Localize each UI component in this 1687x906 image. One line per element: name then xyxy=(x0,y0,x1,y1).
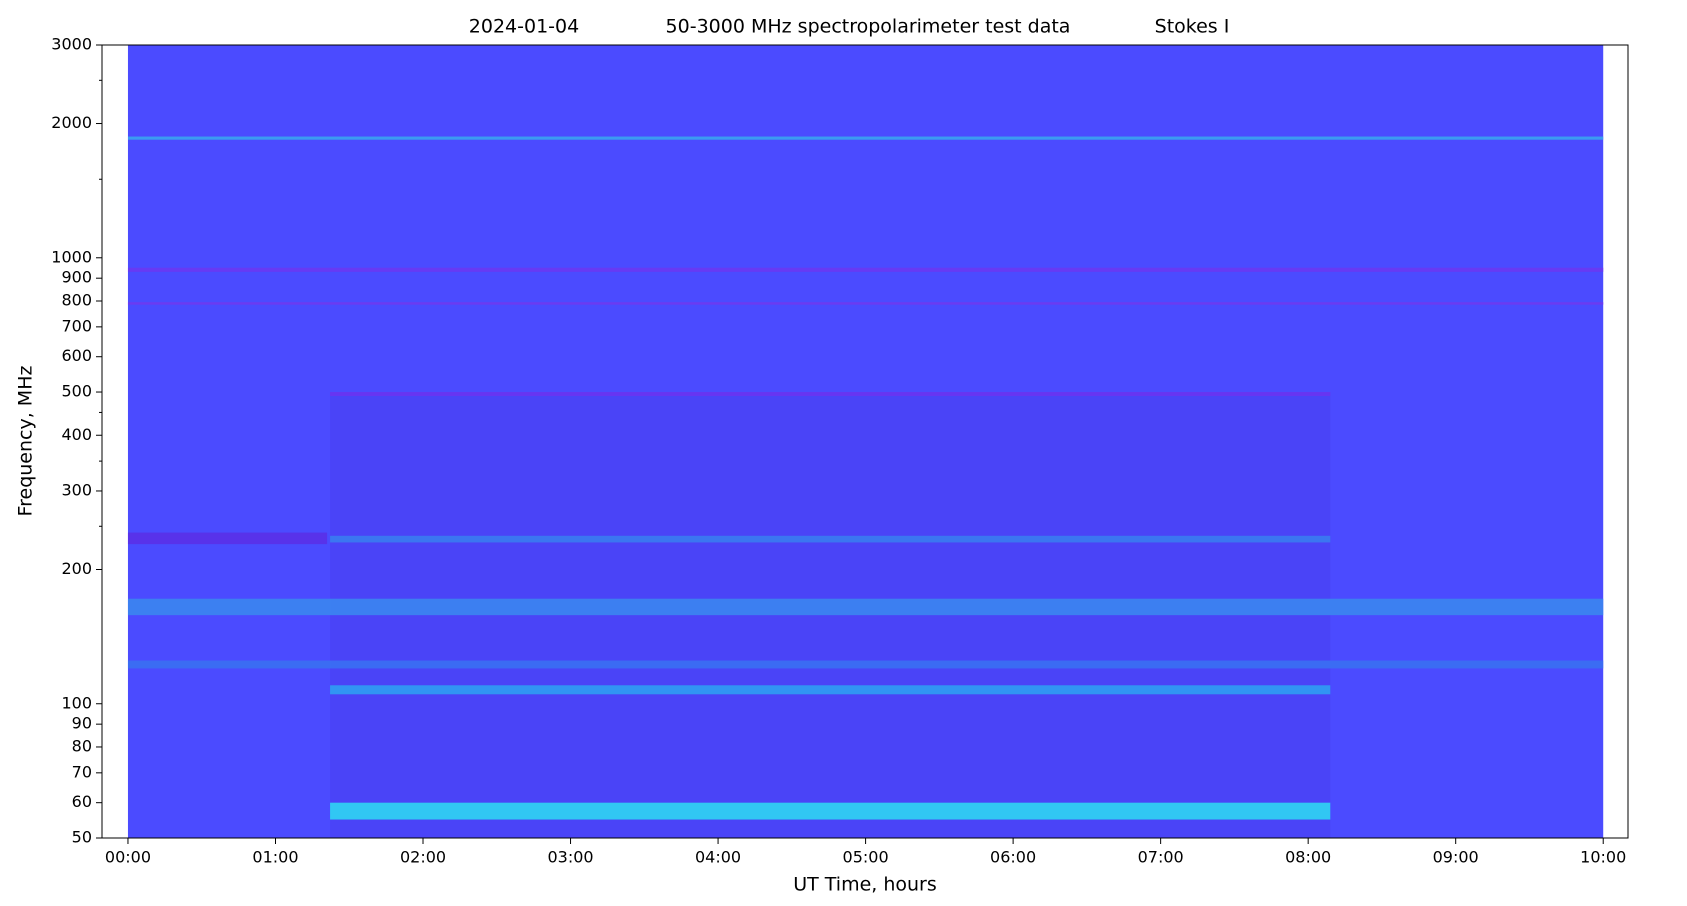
y-axis-title: Frequency, MHz xyxy=(15,366,37,517)
y-tick-label: 500 xyxy=(61,382,92,401)
x-tick-label: 01:00 xyxy=(252,848,298,867)
y-tick-label: 700 xyxy=(61,316,92,335)
spectral-band xyxy=(330,535,1331,543)
spectral-band xyxy=(330,802,1331,820)
spectral-band xyxy=(330,685,1331,695)
x-axis-title: UT Time, hours xyxy=(793,874,937,896)
y-tick-label: 1000 xyxy=(51,247,92,266)
chart-title: 50-3000 MHz spectropolarimeter test data xyxy=(666,16,1071,38)
y-tick-label: 70 xyxy=(72,762,92,781)
spectral-band xyxy=(127,660,1604,669)
spectral-band xyxy=(127,267,1604,272)
x-tick-label: 04:00 xyxy=(695,848,741,867)
x-tick-label: 07:00 xyxy=(1138,848,1184,867)
x-tick-label: 10:00 xyxy=(1580,848,1626,867)
x-tick-label: 06:00 xyxy=(990,848,1036,867)
y-tick-label: 50 xyxy=(72,828,92,847)
spectral-band xyxy=(127,598,1604,616)
y-tick-label: 800 xyxy=(61,291,92,310)
spectral-band xyxy=(127,302,1604,305)
y-tick-label: 400 xyxy=(61,425,92,444)
chart-title: 2024-01-04 xyxy=(469,16,579,38)
y-tick-label: 80 xyxy=(72,736,92,755)
y-tick-label: 600 xyxy=(61,346,92,365)
spectral-band xyxy=(127,532,328,545)
y-tick-label: 100 xyxy=(61,693,92,712)
spectral-band xyxy=(330,392,1331,396)
x-tick-label: 05:00 xyxy=(843,848,889,867)
y-tick-label: 200 xyxy=(61,559,92,578)
plot-frame xyxy=(101,44,1629,839)
x-tick-label: 09:00 xyxy=(1433,848,1479,867)
y-tick-label: 2000 xyxy=(51,113,92,132)
x-tick-label: 02:00 xyxy=(400,848,446,867)
y-tick-label: 3000 xyxy=(51,35,92,54)
chart-title: Stokes I xyxy=(1155,16,1230,38)
y-tick-label: 60 xyxy=(72,792,92,811)
x-tick-label: 03:00 xyxy=(547,848,593,867)
y-tick-label: 300 xyxy=(61,480,92,499)
x-tick-label: 08:00 xyxy=(1285,848,1331,867)
y-tick-label: 900 xyxy=(61,268,92,287)
y-tick-label: 90 xyxy=(72,714,92,733)
x-tick-label: 00:00 xyxy=(105,848,151,867)
spectral-band xyxy=(127,136,1604,140)
